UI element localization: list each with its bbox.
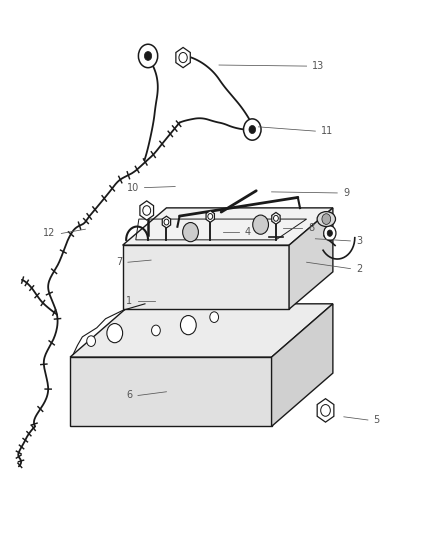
Polygon shape: [70, 357, 272, 426]
Circle shape: [327, 230, 332, 237]
Text: 4: 4: [244, 227, 251, 237]
Polygon shape: [123, 208, 333, 245]
Polygon shape: [123, 245, 289, 309]
Polygon shape: [176, 47, 190, 68]
Circle shape: [322, 214, 331, 224]
Text: 10: 10: [127, 183, 139, 192]
Text: 7: 7: [116, 257, 122, 267]
Polygon shape: [140, 201, 154, 220]
Circle shape: [87, 336, 95, 346]
Polygon shape: [162, 216, 171, 228]
Text: 11: 11: [321, 126, 333, 136]
Circle shape: [249, 125, 256, 134]
Polygon shape: [206, 211, 215, 222]
Polygon shape: [272, 213, 280, 224]
Circle shape: [138, 44, 158, 68]
Text: 13: 13: [312, 61, 325, 71]
Polygon shape: [70, 304, 333, 357]
Text: 6: 6: [126, 391, 132, 400]
Circle shape: [152, 325, 160, 336]
Circle shape: [180, 316, 196, 335]
Polygon shape: [317, 399, 334, 422]
Text: 2: 2: [356, 264, 362, 273]
Text: 12: 12: [43, 229, 56, 238]
Text: 5: 5: [374, 415, 380, 425]
Ellipse shape: [317, 212, 336, 227]
Circle shape: [244, 119, 261, 140]
Circle shape: [324, 226, 336, 241]
Circle shape: [210, 312, 219, 322]
Text: 1: 1: [126, 296, 132, 306]
Circle shape: [183, 223, 198, 242]
Polygon shape: [272, 304, 333, 426]
Circle shape: [253, 215, 268, 235]
Text: 3: 3: [356, 236, 362, 246]
Text: 9: 9: [343, 188, 349, 198]
Polygon shape: [289, 208, 333, 309]
Circle shape: [145, 52, 152, 60]
Circle shape: [107, 324, 123, 343]
Text: 8: 8: [308, 223, 314, 233]
